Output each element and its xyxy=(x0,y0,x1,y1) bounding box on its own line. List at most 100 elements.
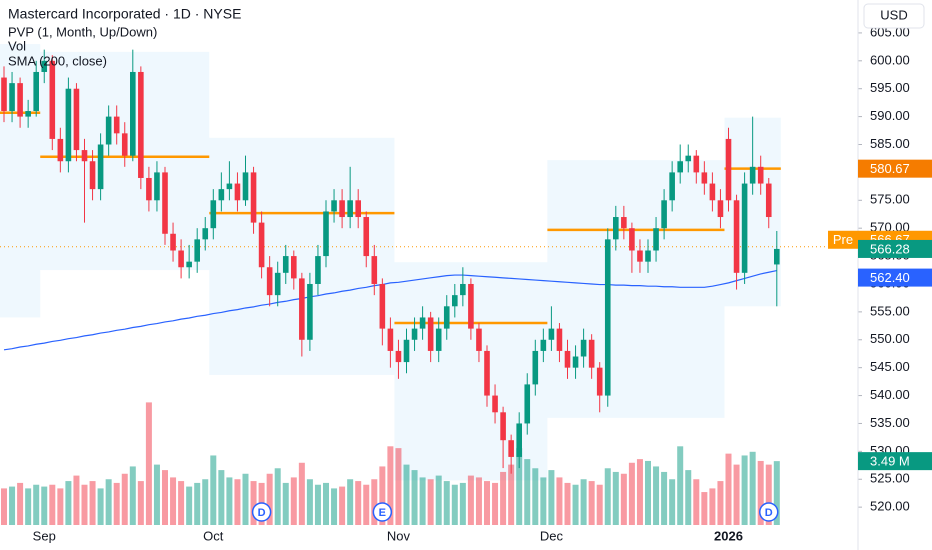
volume-bar xyxy=(210,455,217,525)
volume-bar xyxy=(733,464,740,525)
event-marker[interactable]: D xyxy=(251,502,272,522)
x-tick-label: Oct xyxy=(203,528,224,543)
volume-bar xyxy=(25,488,32,525)
volume-bar xyxy=(588,481,595,525)
candle-body xyxy=(427,317,434,351)
volume-bar xyxy=(556,477,563,525)
candle-body xyxy=(242,172,249,201)
y-tick-label: 595.00 xyxy=(870,80,910,95)
volume-bar xyxy=(162,470,168,525)
indicator-label[interactable]: SMA (200, close) xyxy=(8,53,107,68)
candle-body xyxy=(556,328,563,351)
candle-body xyxy=(65,88,72,162)
volume-bar xyxy=(628,462,635,525)
candle-body xyxy=(588,339,595,368)
candle-body xyxy=(355,200,361,218)
candle-body xyxy=(97,144,104,190)
candle-body xyxy=(347,200,353,218)
candle-body xyxy=(411,328,418,340)
candle-body xyxy=(49,60,56,139)
candle-body xyxy=(508,440,514,457)
candle-body xyxy=(121,133,128,156)
candle-body xyxy=(516,423,522,457)
volume-bar xyxy=(580,479,587,525)
candle-body xyxy=(540,339,547,351)
candle-body xyxy=(460,283,466,296)
volume-bar xyxy=(645,460,651,525)
volume-bar xyxy=(73,475,80,525)
volume-bar xyxy=(419,477,426,525)
candle-body xyxy=(685,155,692,162)
indicator-label[interactable]: PVP (1, Month, Up/Down) xyxy=(8,24,157,39)
volume-bar xyxy=(387,446,394,525)
candle-body xyxy=(709,183,716,201)
volume-bar xyxy=(234,479,241,525)
candle-body xyxy=(218,189,225,201)
volume-bar xyxy=(194,482,201,525)
candle-body xyxy=(202,228,209,240)
chart-title: Mastercard Incorporated · 1D · NYSE xyxy=(8,6,241,22)
candle-body xyxy=(532,350,539,385)
candle-body xyxy=(274,272,281,296)
volume-bar xyxy=(661,471,668,525)
volume-bar xyxy=(41,486,48,525)
volume-bar xyxy=(411,470,418,525)
event-label: E xyxy=(379,507,386,519)
volume-bar xyxy=(516,448,523,525)
candle-body xyxy=(138,71,144,178)
volume-bar xyxy=(314,484,321,525)
currency-label[interactable]: USD xyxy=(880,7,907,22)
profile-range xyxy=(547,160,725,418)
volume-bar xyxy=(339,486,346,525)
candle-body xyxy=(452,295,458,307)
candle-body xyxy=(105,116,112,145)
volume-bar xyxy=(459,482,466,525)
volume-bar xyxy=(572,484,579,525)
candle-body xyxy=(580,339,587,357)
candle-body xyxy=(339,200,345,218)
volume-bar xyxy=(451,484,458,525)
candle-body xyxy=(226,183,233,190)
volume-bar xyxy=(403,464,410,525)
candle-body xyxy=(621,217,627,229)
volume-bar xyxy=(145,402,152,525)
candle-body xyxy=(572,356,579,368)
volume-bar xyxy=(765,464,772,525)
y-tick-label: 575.00 xyxy=(870,192,910,207)
candle-body xyxy=(476,328,482,351)
candle-body xyxy=(661,200,667,229)
candle-body xyxy=(419,317,426,329)
event-label: D xyxy=(258,507,266,519)
candle-body xyxy=(484,350,490,396)
candle-body xyxy=(194,239,200,262)
volume-bar xyxy=(475,477,482,525)
volume-bar xyxy=(636,459,643,525)
event-marker[interactable]: D xyxy=(759,502,779,522)
candle-body xyxy=(757,166,764,184)
volume-bar xyxy=(532,468,539,525)
x-tick-label: Sep xyxy=(33,528,56,543)
candle-body xyxy=(701,172,708,184)
y-tick-label: 520.00 xyxy=(870,499,910,514)
event-circle xyxy=(759,502,779,522)
candle-body xyxy=(468,283,474,329)
candle-body xyxy=(170,233,176,251)
currency-button[interactable] xyxy=(863,3,925,29)
candle-body xyxy=(725,138,732,201)
volume-bar xyxy=(65,481,72,525)
candle-body xyxy=(645,250,651,262)
volume-bar xyxy=(596,484,603,525)
candle-body xyxy=(548,328,555,340)
candle-body xyxy=(291,256,297,279)
candle-body xyxy=(604,239,611,396)
candle-body xyxy=(637,250,643,262)
volume-bar xyxy=(669,479,676,525)
volume-bar xyxy=(749,451,756,525)
candle-body xyxy=(57,138,64,162)
candle-body xyxy=(435,328,442,351)
volume-bar xyxy=(202,479,209,525)
event-marker[interactable]: E xyxy=(372,502,393,522)
candle-body xyxy=(733,200,740,273)
volume-bar xyxy=(685,470,692,525)
indicator-label[interactable]: Vol xyxy=(8,38,26,53)
